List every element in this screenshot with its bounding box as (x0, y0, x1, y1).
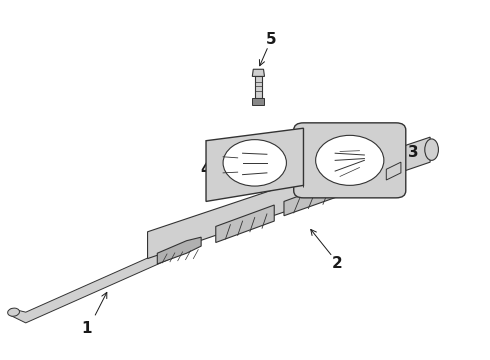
Text: 1: 1 (81, 321, 92, 336)
Circle shape (316, 135, 384, 185)
Text: 3: 3 (408, 145, 418, 159)
Text: 5: 5 (266, 32, 276, 47)
Text: 4: 4 (201, 162, 211, 177)
Ellipse shape (8, 308, 20, 316)
Polygon shape (386, 162, 401, 180)
Polygon shape (157, 237, 201, 264)
Polygon shape (284, 180, 343, 216)
Polygon shape (216, 205, 274, 243)
Polygon shape (147, 137, 430, 258)
Text: 2: 2 (332, 256, 343, 271)
Polygon shape (255, 76, 262, 98)
Circle shape (223, 140, 287, 186)
Polygon shape (252, 69, 265, 76)
Polygon shape (252, 98, 265, 105)
Polygon shape (11, 241, 187, 323)
Polygon shape (206, 128, 303, 202)
FancyBboxPatch shape (294, 123, 406, 198)
Ellipse shape (425, 139, 439, 160)
